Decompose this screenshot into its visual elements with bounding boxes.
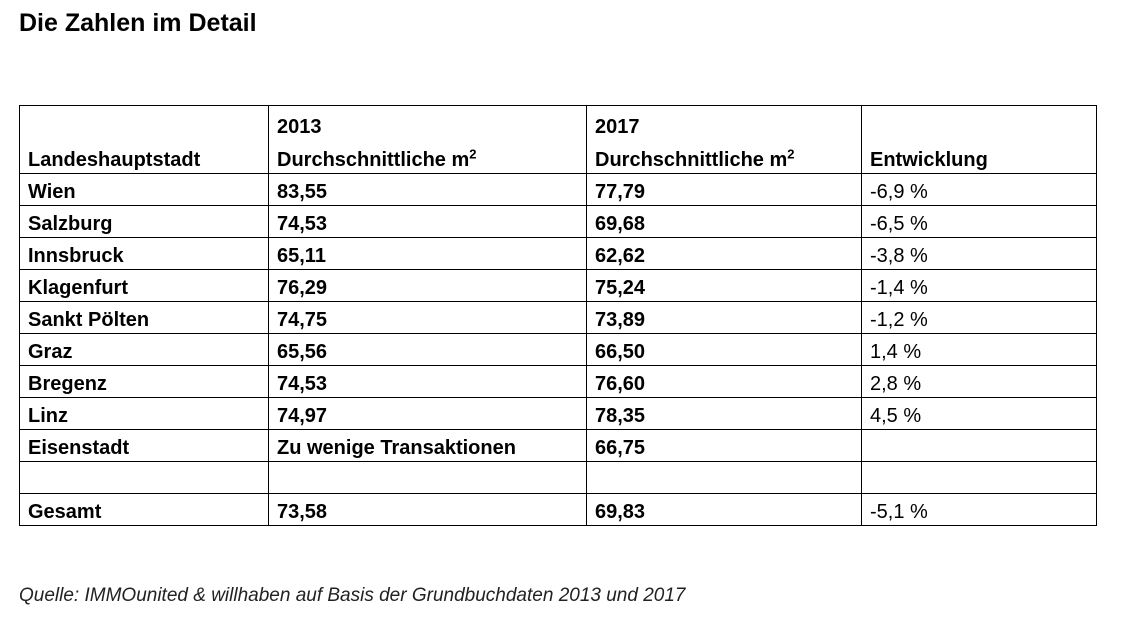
cell-city: Innsbruck [19, 237, 269, 270]
cell-city: Klagenfurt [19, 269, 269, 302]
cell-2013: 83,55 [268, 173, 587, 206]
cell-2017: 78,35 [586, 397, 862, 430]
cell-city: Gesamt [19, 493, 269, 526]
header-avg-2013-sup: 2 [469, 146, 477, 162]
table-row: Salzburg 74,53 69,68 -6,5 % [19, 205, 1097, 238]
cell-city: Wien [19, 173, 269, 206]
table-row: Bregenz 74,53 76,60 2,8 % [19, 365, 1097, 398]
cell-change: -1,2 % [861, 301, 1097, 334]
header-change: Entwicklung [861, 139, 1097, 174]
header-city: Landeshauptstadt [19, 139, 269, 174]
cell-city [19, 461, 269, 494]
cell-2013: 65,56 [268, 333, 587, 366]
table-row: Graz 65,56 66,50 1,4 % [19, 333, 1097, 366]
table-row: Sankt Pölten 74,75 73,89 -1,2 % [19, 301, 1097, 334]
header-avg-2013-label: Durchschnittliche m [277, 149, 470, 171]
cell-change: 1,4 % [861, 333, 1097, 366]
year-cell-2017: 2017 [586, 105, 862, 140]
source-note: Quelle: IMMOunited & willhaben auf Basis… [19, 585, 686, 606]
detail-table: 2013 2017 Landeshauptstadt Durchschnittl… [19, 105, 1097, 526]
cell-change: -3,8 % [861, 237, 1097, 270]
cell-change: 2,8 % [861, 365, 1097, 398]
cell-city: Salzburg [19, 205, 269, 238]
cell-change: 4,5 % [861, 397, 1097, 430]
cell-2013: 74,75 [268, 301, 587, 334]
header-avg-2017-sup: 2 [787, 146, 795, 162]
cell-2017: 69,83 [586, 493, 862, 526]
cell-change: -6,5 % [861, 205, 1097, 238]
cell-2017: 75,24 [586, 269, 862, 302]
cell-2013 [268, 461, 587, 494]
table-row [19, 461, 1097, 494]
page-title: Die Zahlen im Detail [19, 9, 257, 37]
cell-2017: 73,89 [586, 301, 862, 334]
cell-2017: 66,50 [586, 333, 862, 366]
year-row: 2013 2017 [19, 105, 1097, 140]
cell-city: Graz [19, 333, 269, 366]
cell-2017: 77,79 [586, 173, 862, 206]
year-cell-empty [19, 105, 269, 140]
cell-2017: 69,68 [586, 205, 862, 238]
table-row: Klagenfurt 76,29 75,24 -1,4 % [19, 269, 1097, 302]
year-cell-2013: 2013 [268, 105, 587, 140]
cell-change [861, 429, 1097, 462]
cell-city: Linz [19, 397, 269, 430]
cell-change: -1,4 % [861, 269, 1097, 302]
cell-change [861, 461, 1097, 494]
header-row: Landeshauptstadt Durchschnittliche m2 Du… [19, 139, 1097, 174]
header-avg-2013: Durchschnittliche m2 [268, 139, 587, 174]
cell-2017: 66,75 [586, 429, 862, 462]
cell-2013: 73,58 [268, 493, 587, 526]
table-row: Linz 74,97 78,35 4,5 % [19, 397, 1097, 430]
table-row: Wien 83,55 77,79 -6,9 % [19, 173, 1097, 206]
cell-change: -5,1 % [861, 493, 1097, 526]
cell-2013: Zu wenige Transaktionen [268, 429, 587, 462]
cell-city: Sankt Pölten [19, 301, 269, 334]
header-avg-2017: Durchschnittliche m2 [586, 139, 862, 174]
cell-city: Bregenz [19, 365, 269, 398]
cell-city: Eisenstadt [19, 429, 269, 462]
cell-2013: 76,29 [268, 269, 587, 302]
year-cell-empty-end [861, 105, 1097, 140]
cell-2017 [586, 461, 862, 494]
table-row: Innsbruck 65,11 62,62 -3,8 % [19, 237, 1097, 270]
cell-2017: 76,60 [586, 365, 862, 398]
cell-2013: 74,53 [268, 365, 587, 398]
cell-2013: 65,11 [268, 237, 587, 270]
table-row: Gesamt 73,58 69,83 -5,1 % [19, 493, 1097, 526]
header-avg-2017-label: Durchschnittliche m [595, 149, 788, 171]
cell-2013: 74,53 [268, 205, 587, 238]
cell-2017: 62,62 [586, 237, 862, 270]
cell-change: -6,9 % [861, 173, 1097, 206]
table-row: Eisenstadt Zu wenige Transaktionen 66,75 [19, 429, 1097, 462]
cell-2013: 74,97 [268, 397, 587, 430]
